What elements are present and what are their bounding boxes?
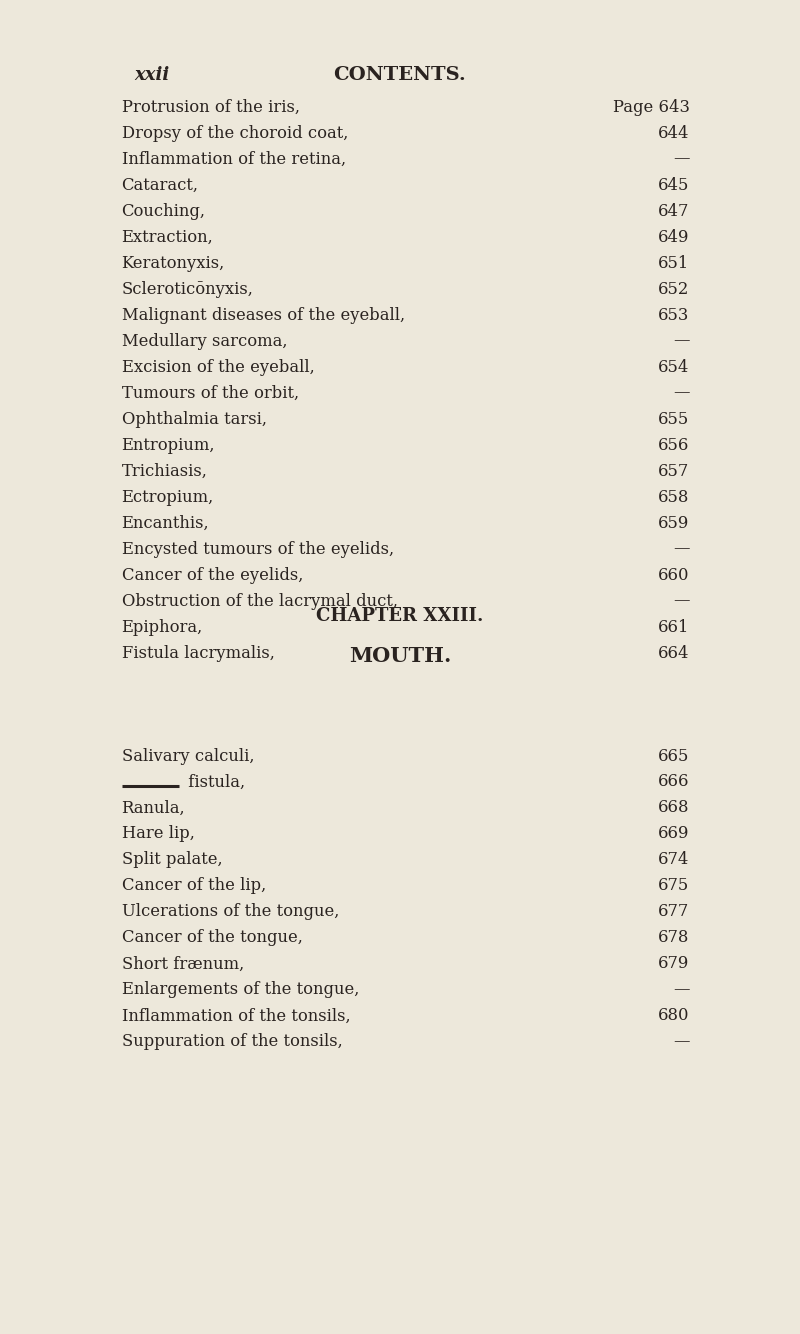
Text: 652: 652 — [658, 280, 690, 297]
Text: 665: 665 — [658, 747, 690, 764]
Text: Inflammation of the tonsils,: Inflammation of the tonsils, — [122, 1007, 350, 1025]
Text: MOUTH.: MOUTH. — [349, 646, 451, 666]
Text: 659: 659 — [658, 515, 690, 531]
Text: Obstruction of the lacrymal duct,: Obstruction of the lacrymal duct, — [122, 592, 398, 610]
Text: 666: 666 — [658, 774, 690, 791]
Text: Protrusion of the iris,: Protrusion of the iris, — [122, 99, 300, 116]
Text: —: — — [673, 592, 690, 610]
Text: 647: 647 — [658, 203, 690, 220]
Text: 669: 669 — [658, 826, 690, 843]
Text: Tumours of the orbit,: Tumours of the orbit, — [122, 384, 298, 402]
Text: Short frænum,: Short frænum, — [122, 955, 244, 972]
Text: 674: 674 — [658, 851, 690, 868]
Text: Keratonyxis,: Keratonyxis, — [122, 255, 225, 272]
Text: Enlargements of the tongue,: Enlargements of the tongue, — [122, 982, 359, 999]
Text: —: — — [673, 1034, 690, 1050]
Text: xxii: xxii — [134, 65, 170, 84]
Text: Suppuration of the tonsils,: Suppuration of the tonsils, — [122, 1034, 342, 1050]
Text: Encysted tumours of the eyelids,: Encysted tumours of the eyelids, — [122, 540, 394, 558]
Text: Cataract,: Cataract, — [122, 176, 198, 193]
Text: Cancer of the lip,: Cancer of the lip, — [122, 878, 266, 895]
Text: —: — — [673, 982, 690, 999]
Text: 658: 658 — [658, 488, 690, 506]
Text: Excision of the eyeball,: Excision of the eyeball, — [122, 359, 314, 375]
Text: Epiphora,: Epiphora, — [122, 619, 203, 635]
Text: 651: 651 — [658, 255, 690, 272]
Text: Salivary calculi,: Salivary calculi, — [122, 747, 254, 764]
Text: —: — — [673, 384, 690, 402]
Text: 678: 678 — [658, 930, 690, 947]
Text: 644: 644 — [658, 124, 690, 141]
Text: 679: 679 — [658, 955, 690, 972]
Text: —: — — [673, 332, 690, 350]
Text: 680: 680 — [658, 1007, 690, 1025]
Text: 675: 675 — [658, 878, 690, 895]
Text: 654: 654 — [658, 359, 690, 375]
Text: 677: 677 — [658, 903, 690, 920]
Text: 664: 664 — [658, 644, 690, 662]
Text: Cancer of the tongue,: Cancer of the tongue, — [122, 930, 302, 947]
Text: 645: 645 — [658, 176, 690, 193]
Text: Split palate,: Split palate, — [122, 851, 222, 868]
Text: Extraction,: Extraction, — [122, 228, 214, 245]
Text: Medullary sarcoma,: Medullary sarcoma, — [122, 332, 287, 350]
Text: Encanthis,: Encanthis, — [122, 515, 210, 531]
Text: 668: 668 — [658, 799, 690, 816]
Text: Fistula lacrymalis,: Fistula lacrymalis, — [122, 644, 274, 662]
Text: Ophthalmia tarsi,: Ophthalmia tarsi, — [122, 411, 266, 427]
Text: 655: 655 — [658, 411, 690, 427]
Text: Hare lip,: Hare lip, — [122, 826, 194, 843]
Text: —: — — [673, 540, 690, 558]
Text: Ulcerations of the tongue,: Ulcerations of the tongue, — [122, 903, 339, 920]
Text: 656: 656 — [658, 436, 690, 454]
Text: Couching,: Couching, — [122, 203, 206, 220]
Text: 649: 649 — [658, 228, 690, 245]
Text: Ectropium,: Ectropium, — [122, 488, 214, 506]
Text: CHAPTER XXIII.: CHAPTER XXIII. — [316, 607, 484, 626]
Text: Cancer of the eyelids,: Cancer of the eyelids, — [122, 567, 303, 583]
Text: Scleroticōnyxis,: Scleroticōnyxis, — [122, 280, 254, 297]
Text: fistula,: fistula, — [183, 774, 246, 791]
Text: Ranula,: Ranula, — [122, 799, 186, 816]
Text: Page 643: Page 643 — [613, 99, 690, 116]
Text: 653: 653 — [658, 307, 690, 324]
Text: 661: 661 — [658, 619, 690, 635]
Text: CONTENTS.: CONTENTS. — [334, 65, 466, 84]
Text: 657: 657 — [658, 463, 690, 479]
Text: 660: 660 — [658, 567, 690, 583]
Text: Entropium,: Entropium, — [122, 436, 215, 454]
Text: Trichiasis,: Trichiasis, — [122, 463, 207, 479]
Text: Malignant diseases of the eyeball,: Malignant diseases of the eyeball, — [122, 307, 405, 324]
Text: Inflammation of the retina,: Inflammation of the retina, — [122, 151, 346, 168]
Text: —: — — [673, 151, 690, 168]
Text: Dropsy of the choroid coat,: Dropsy of the choroid coat, — [122, 124, 348, 141]
